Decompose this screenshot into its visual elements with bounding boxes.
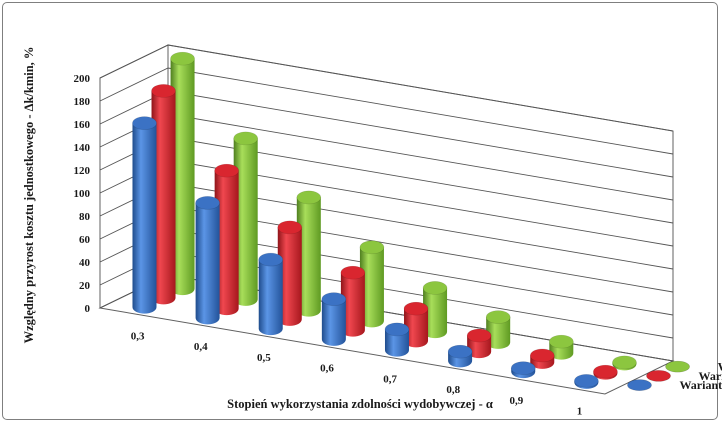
y-tick-label: 140 bbox=[74, 142, 91, 154]
y-tick-label: 160 bbox=[74, 119, 91, 131]
bar-wariant-i-4 bbox=[422, 281, 448, 339]
bar-wariant-iii-0 bbox=[132, 116, 157, 314]
bar-wariant-iii-7 bbox=[574, 374, 599, 389]
chart-frame bbox=[2, 2, 718, 420]
x-axis-title: Stopień wykorzystania zdolności wydobywc… bbox=[227, 397, 493, 411]
x-tick-label: 0,7 bbox=[383, 373, 397, 385]
bar-wariant-ii-4 bbox=[403, 301, 429, 348]
bar-wariant-iii-1 bbox=[195, 196, 220, 325]
x-tick-label: 0,5 bbox=[257, 352, 271, 364]
y-axis-title: Względny przyrost kosztu jednostkowego -… bbox=[22, 47, 36, 344]
bar-wariant-ii-1 bbox=[214, 163, 239, 316]
bar-wariant-ii-7 bbox=[593, 364, 618, 380]
x-tick-label: 0,4 bbox=[194, 341, 208, 353]
bar-wariant-iii-2 bbox=[258, 252, 284, 336]
bar-wariant-ii-3 bbox=[340, 265, 366, 337]
bars-group bbox=[132, 51, 637, 389]
x-tick-label: 1 bbox=[577, 406, 583, 418]
legend-label: Wariant II bbox=[699, 369, 722, 383]
x-tick-label: 0,3 bbox=[131, 330, 145, 342]
bar-wariant-i-0 bbox=[170, 51, 195, 296]
x-tick-label: 0,9 bbox=[509, 395, 523, 407]
y-tick-label: 0 bbox=[85, 303, 91, 315]
bar-wariant-ii-5 bbox=[466, 328, 492, 359]
y-tick-label: 200 bbox=[74, 73, 91, 85]
legend-label: Wariant I bbox=[718, 360, 722, 374]
legend-swatch bbox=[665, 360, 690, 373]
bar-wariant-i-5 bbox=[485, 310, 511, 349]
gridline bbox=[99, 67, 674, 155]
y-tick-label: 100 bbox=[74, 188, 91, 200]
bar-wariant-ii-2 bbox=[277, 220, 303, 326]
y-tick-label: 80 bbox=[79, 211, 91, 223]
y-tick-label: 40 bbox=[79, 257, 91, 269]
legend-swatch bbox=[646, 370, 671, 382]
bar-wariant-iii-6 bbox=[510, 361, 536, 379]
y-tick-label: 20 bbox=[79, 280, 91, 292]
bar-wariant-ii-0 bbox=[151, 84, 176, 305]
bar-wariant-i-2 bbox=[296, 190, 322, 317]
bar-wariant-i-7 bbox=[612, 355, 637, 371]
bar-wariant-iii-3 bbox=[321, 292, 347, 346]
y-tick-label: 120 bbox=[74, 165, 91, 177]
y-tick-label: 180 bbox=[74, 96, 91, 108]
bar-wariant-ii-6 bbox=[529, 348, 555, 369]
x-tick-label: 0,8 bbox=[446, 384, 460, 396]
y-tick-label: 60 bbox=[79, 234, 91, 246]
legend-swatch bbox=[627, 379, 652, 391]
bar-wariant-iii-5 bbox=[447, 344, 473, 368]
gridline bbox=[99, 44, 674, 132]
bar-wariant-i-3 bbox=[359, 240, 385, 328]
labels-group: 0 20 40 60 80 100 120 140 160 180 200 0,3 0,4 0,5 0,6 0… bbox=[74, 73, 722, 418]
bar-wariant-i-6 bbox=[549, 334, 574, 360]
x-tick-label: 0,6 bbox=[320, 363, 334, 375]
bar-wariant-iii-4 bbox=[384, 322, 410, 357]
bar-wariant-i-1 bbox=[233, 131, 258, 306]
legend-label: Wariant III bbox=[679, 378, 722, 392]
